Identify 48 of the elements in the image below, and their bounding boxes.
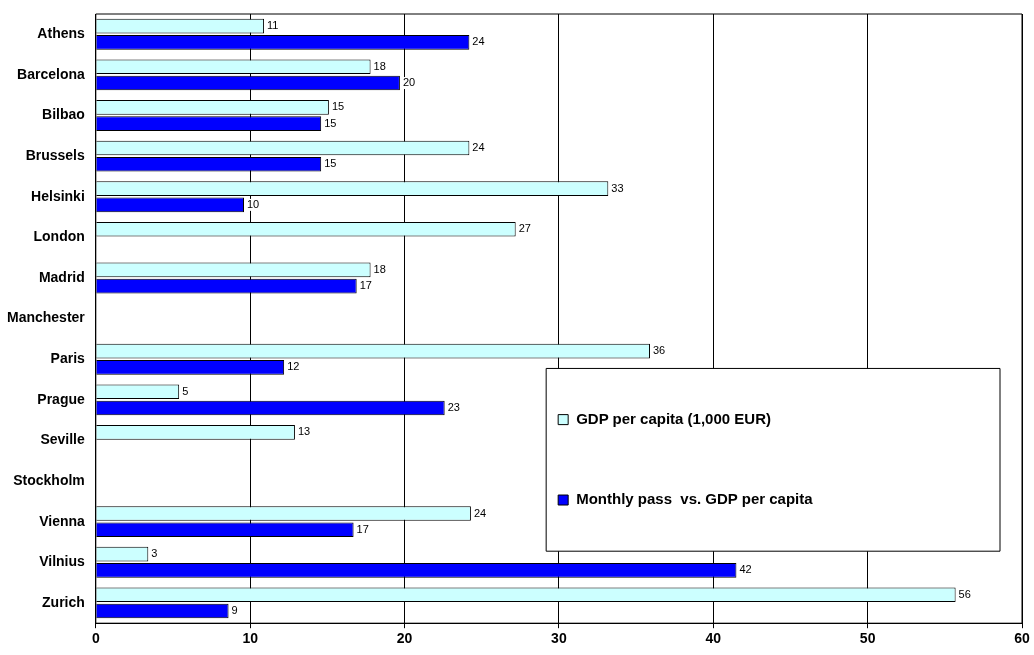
data-label: 24 bbox=[472, 35, 485, 48]
data-label: 24 bbox=[472, 141, 485, 154]
data-label: 12 bbox=[287, 360, 300, 373]
y-tick-label: Vilnius bbox=[39, 553, 86, 570]
x-tick-label: 50 bbox=[859, 630, 876, 647]
data-label: 24 bbox=[473, 506, 487, 519]
x-tick-label: 0 bbox=[91, 630, 100, 647]
data-label: 27 bbox=[518, 222, 531, 235]
y-tick-label: Zurich bbox=[42, 593, 85, 610]
data-label: 33 bbox=[611, 181, 624, 194]
y-tick-label: London bbox=[33, 228, 85, 245]
x-tick-label: 30 bbox=[551, 630, 567, 647]
data-label: 13 bbox=[297, 425, 311, 438]
data-label: 9 bbox=[231, 604, 238, 617]
legend-label: GDP per capita (1,000 EUR) bbox=[576, 409, 771, 427]
y-tick-label: Paris bbox=[50, 350, 86, 367]
data-label: 18 bbox=[373, 59, 386, 72]
data-label: 10 bbox=[247, 197, 260, 210]
legend-label: Monthly pass vs. GDP per capita bbox=[576, 490, 814, 508]
y-tick-label: Prague bbox=[37, 390, 86, 407]
data-label: 42 bbox=[739, 563, 752, 576]
data-label: 56 bbox=[958, 587, 971, 600]
y-tick-label: Athens bbox=[37, 25, 86, 42]
y-tick-label: Helsinki bbox=[31, 187, 85, 204]
y-tick-label: Barcelona bbox=[17, 65, 86, 82]
data-label: 20 bbox=[402, 76, 416, 89]
x-tick-label: 40 bbox=[705, 630, 722, 647]
y-tick-label: Brussels bbox=[25, 147, 86, 164]
y-tick-label: Madrid bbox=[38, 268, 85, 285]
data-label: 3 bbox=[151, 547, 158, 560]
y-tick-label: Bilbao bbox=[42, 106, 85, 123]
x-tick-label: 10 bbox=[242, 630, 259, 647]
data-label: 15 bbox=[331, 100, 345, 113]
data-label: 36 bbox=[652, 344, 666, 357]
data-label: 17 bbox=[356, 522, 369, 535]
data-label: 17 bbox=[359, 279, 372, 292]
x-tick-label: 60 bbox=[1014, 630, 1030, 647]
y-tick-label: Stockholm bbox=[13, 471, 85, 488]
data-label: 15 bbox=[324, 157, 337, 170]
y-tick-label: Vienna bbox=[39, 512, 86, 529]
x-tick-label: 20 bbox=[396, 630, 413, 647]
y-tick-label: Manchester bbox=[6, 309, 86, 326]
data-label: 15 bbox=[324, 116, 337, 129]
data-label: 11 bbox=[267, 19, 279, 32]
y-tick-label: Seville bbox=[40, 431, 86, 448]
data-label: 5 bbox=[182, 384, 189, 397]
data-label: 23 bbox=[447, 400, 460, 413]
data-label: 18 bbox=[373, 262, 386, 275]
